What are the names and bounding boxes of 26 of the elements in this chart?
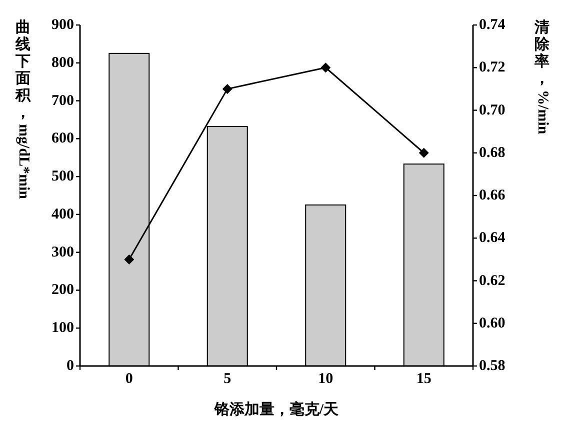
ytick: 300 — [52, 244, 74, 260]
xtick: 15 — [416, 371, 432, 387]
ytick: 800 — [52, 54, 74, 71]
y2tick: 0.66 — [479, 188, 506, 204]
y2tick: 0.68 — [479, 144, 506, 161]
xtick: 10 — [318, 371, 334, 387]
y2tick: 0.58 — [479, 358, 506, 374]
y2tick: 0.72 — [479, 60, 506, 76]
ytick: 500 — [52, 168, 74, 185]
y2tick: 0.62 — [479, 272, 506, 289]
ytick: 100 — [52, 320, 74, 336]
ytick: 400 — [52, 206, 74, 222]
ylabel: 曲线下面积，mg/dL*min — [14, 20, 32, 200]
xtick: 0 — [125, 371, 133, 387]
ytick: 200 — [52, 282, 74, 298]
y2tick: 0.64 — [479, 230, 506, 246]
ytick: 900 — [52, 17, 74, 33]
ytick: 0 — [66, 358, 74, 374]
ytick: 600 — [52, 130, 74, 147]
xtick: 5 — [224, 371, 232, 387]
y2tick: 0.74 — [479, 17, 506, 33]
xlabel: 铬添加量，毫克/天 — [214, 402, 339, 418]
y2tick: 0.60 — [479, 315, 506, 332]
y2label: 清除率，%/min — [534, 20, 551, 134]
ytick: 700 — [52, 92, 74, 109]
y2tick: 0.70 — [479, 102, 506, 118]
